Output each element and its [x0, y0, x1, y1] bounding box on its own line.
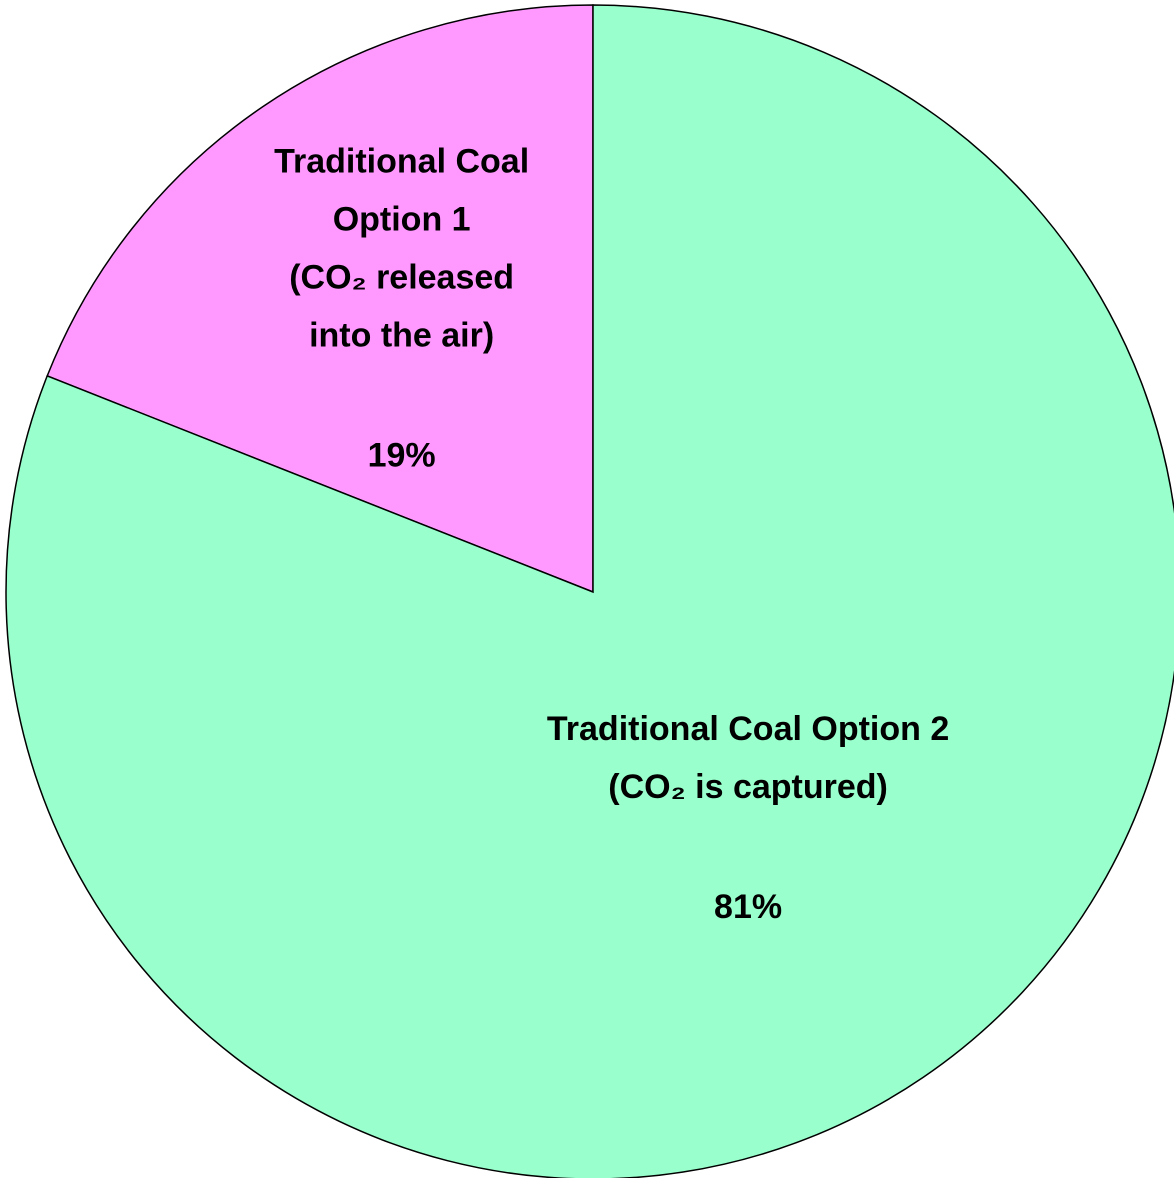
pie-slice [46, 4, 594, 594]
slice-label: Traditional Coal Option 2 [547, 710, 949, 748]
pie-slice [5, 4, 1174, 1178]
slice-label: Option 1 [333, 200, 471, 238]
slice-label: Traditional Coal [274, 142, 529, 180]
value-label: 81% [714, 888, 782, 926]
slice-label: (CO₂ is captured) [608, 768, 888, 806]
slice-label: into the air) [309, 316, 494, 354]
slice-label: (CO₂ released [289, 258, 514, 296]
value-label: 19% [368, 436, 436, 474]
